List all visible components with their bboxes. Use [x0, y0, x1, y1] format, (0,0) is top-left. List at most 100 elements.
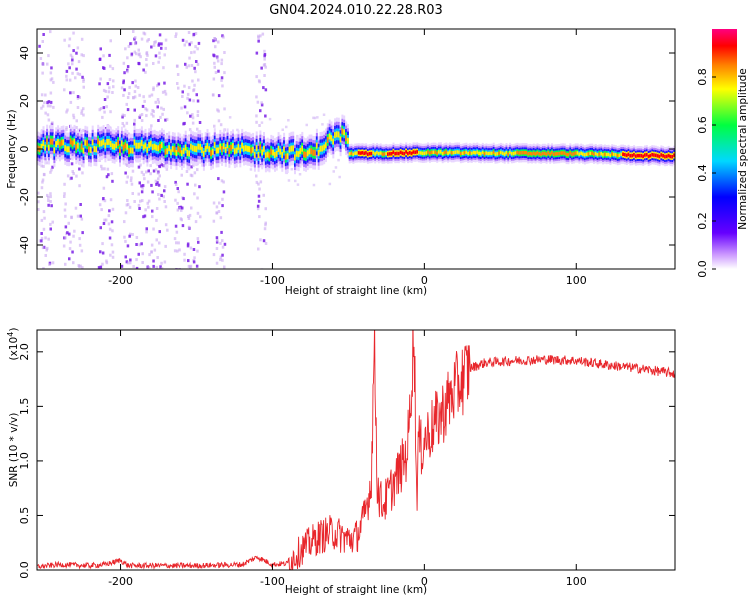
spectrogram-noise-cell [46, 62, 49, 66]
spectrogram-noise-cell [147, 205, 150, 209]
spectrogram-noise-cell [298, 173, 302, 176]
spectrogram-ridge-cell [605, 152, 608, 157]
spectrogram-noise-cell [111, 91, 114, 94]
snr-xtick-label: -100 [260, 575, 285, 588]
spectrogram-noise-cell [74, 76, 77, 80]
spectrogram-noise-cell [135, 52, 138, 56]
spectrogram-noise-cell [75, 51, 78, 55]
spectrogram-ridge-cell [408, 151, 411, 155]
spectrogram-ridge-cell [80, 143, 83, 150]
snr-x-axis-label: Height of straight line (km) [285, 584, 427, 596]
spectrogram-noise-cell [145, 63, 148, 67]
spectrogram-noise-cell [38, 44, 41, 48]
spectrogram-noise-cell [138, 207, 141, 210]
spectrogram-noise-cell [159, 265, 162, 269]
spectrogram-noise-cell [149, 172, 152, 176]
spectrogram-noise-cell [281, 128, 284, 131]
spectrogram-noise-cell [187, 64, 191, 68]
spectrogram-noise-cell [196, 47, 199, 51]
spectrogram-noise-cell [125, 102, 128, 106]
spectrogram-noise-cell [193, 66, 196, 70]
spectrogram-ridge-cell [521, 150, 524, 155]
spectrogram-ridge-cell [244, 145, 247, 152]
spectrogram-noise-cell [131, 81, 134, 85]
spectrogram-noise-cell [63, 88, 66, 92]
spectrogram-ridge-cell [357, 151, 360, 155]
spectrogram-noise-cell [164, 46, 167, 50]
spectrogram-ridge-cell [157, 145, 160, 152]
spectrogram-noise-cell [49, 227, 52, 231]
spectrogram-noise-cell [144, 70, 147, 74]
spectrogram-noise-cell [150, 112, 153, 116]
spectrogram-noise-cell [71, 55, 74, 59]
spectrogram-noise-cell [49, 192, 52, 196]
spectrogram-noise-cell [47, 237, 50, 241]
spectrogram-noise-cell [228, 116, 232, 119]
spectrogram-noise-cell [156, 105, 159, 109]
spectrogram-ridge-cell [543, 151, 546, 156]
spectrogram-noise-cell [68, 78, 72, 82]
spectrogram-noise-cell [287, 179, 291, 182]
spectrogram-noise-cell [219, 123, 223, 127]
spectrogram-ridge-cell [638, 153, 641, 158]
spectrogram-ridge-cell [487, 151, 490, 156]
spectrogram-noise-cell [190, 41, 193, 45]
spectrogram-noise-cell [183, 121, 186, 125]
spectrogram-noise-cell [255, 174, 258, 178]
spectrogram-noise-cell [143, 32, 147, 36]
spectrogram-ridge-cell [644, 153, 646, 157]
spectrogram-noise-cell [102, 88, 106, 92]
spectrogram-noise-cell [80, 217, 84, 221]
spectrogram-noise-cell [80, 109, 84, 113]
spectrogram-noise-cell [72, 91, 75, 95]
spectrogram-ridge-cell [438, 150, 440, 154]
spectrogram-noise-cell [192, 32, 195, 36]
spectrogram-ridge-cell [614, 153, 617, 157]
spectrogram-noise-cell [153, 248, 157, 252]
spectrogram-ridge-cell [86, 140, 89, 147]
spectrogram-noise-cell [192, 99, 195, 103]
snr-y-ticks: 0.0 0.5 1.0 1.5 2.0 [18, 343, 675, 579]
spectrogram-ridge-cell [602, 153, 605, 157]
spectrogram-ridge-cell [492, 150, 495, 155]
spectrogram-noise-cell [196, 211, 200, 215]
spectrogram-ridge-cell [100, 140, 103, 147]
spectrogram-ridge-cell [509, 150, 512, 155]
spectrogram-noise-cell [124, 171, 127, 175]
spectrogram-ridge-cell [255, 145, 258, 152]
spectrogram-noise-cell [143, 214, 147, 218]
spectrogram-ridge-cell [230, 144, 233, 151]
spectrogram-ridge-cell [512, 151, 515, 156]
spectrogram-noise-cell [180, 208, 183, 212]
spectrogram-noise-cell [256, 204, 260, 208]
spectrogram-noise-cell [66, 231, 69, 235]
spectrogram-noise-cell [332, 170, 335, 173]
spectrogram-ridge-cell [503, 152, 506, 156]
spectrogram-noise-cell [101, 242, 104, 246]
spectrogram-ridge-cell [361, 151, 364, 155]
spectrogram-ridge-cell [213, 141, 216, 148]
spectrogram-noise-cell [139, 114, 142, 118]
spectrogram-ridge-cell [275, 150, 278, 157]
spectrogram-noise-cell [99, 77, 102, 81]
spectrogram-noise-cell [141, 252, 144, 256]
spectrogram-ridge-cell [525, 151, 528, 155]
spectrogram-noise-cell [213, 61, 216, 65]
spectrogram-ridge-cell [514, 151, 517, 155]
spectrogram-ridge-cell [500, 150, 502, 155]
spectrogram-ridge-cell [139, 142, 142, 149]
spectrogram-noise-cell [187, 259, 190, 263]
spectrogram-noise-cell [220, 78, 223, 82]
spectrogram-noise-cell [72, 172, 75, 176]
spectrogram-noise-cell [146, 39, 149, 43]
spectrogram-ridge-cell [427, 150, 430, 154]
spectrogram-noise-cell [68, 232, 71, 236]
spectrogram-noise-cell [146, 53, 149, 57]
spectrogram-ridge-cell [418, 151, 420, 155]
spectrogram-ridge-cell [68, 146, 70, 153]
spectrogram-ridge-cell [510, 152, 513, 156]
spectrogram-noise-cell [217, 94, 221, 98]
spectrogram-ridge-cell [363, 151, 366, 155]
spectrogram-noise-cell [65, 69, 69, 73]
spectrogram-ridge-cell [352, 152, 355, 156]
